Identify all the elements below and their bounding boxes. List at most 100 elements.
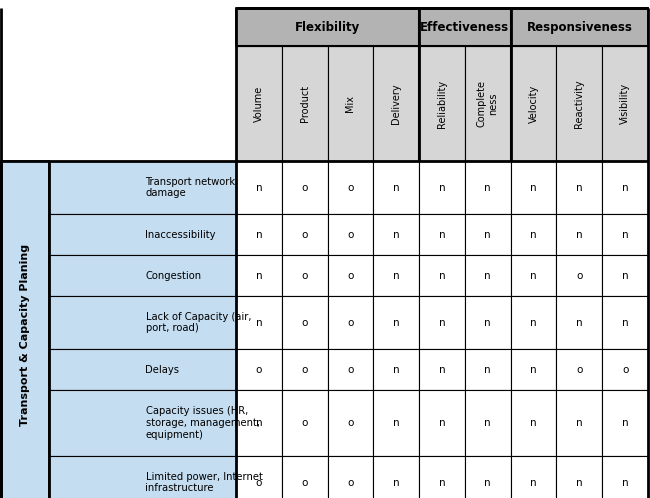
Text: o: o	[302, 230, 308, 240]
Bar	[236, 349, 282, 390]
Text: n: n	[576, 478, 582, 488]
Bar	[556, 456, 602, 498]
Bar	[282, 390, 328, 456]
Bar	[328, 296, 373, 349]
Text: Product: Product	[300, 85, 309, 122]
Bar	[373, 214, 419, 255]
Text: n: n	[393, 230, 400, 240]
Text: Delays: Delays	[146, 365, 179, 374]
Bar	[49, 161, 236, 214]
Text: n: n	[255, 270, 262, 280]
Text: o: o	[347, 270, 354, 280]
Text: n: n	[576, 230, 582, 240]
Bar	[1, 8, 236, 46]
Bar	[465, 255, 511, 296]
Bar	[419, 46, 465, 161]
Bar	[511, 390, 556, 456]
Text: Delivery: Delivery	[391, 83, 401, 124]
Bar	[1, 46, 236, 161]
Bar	[419, 456, 465, 498]
Text: n: n	[484, 318, 491, 328]
Text: n: n	[484, 182, 491, 193]
Text: n: n	[576, 318, 582, 328]
Bar	[49, 390, 236, 456]
Bar	[328, 390, 373, 456]
Text: o: o	[255, 478, 262, 488]
Bar	[1, 161, 49, 498]
Text: Lack of Capacity (air,
port, road): Lack of Capacity (air, port, road)	[146, 312, 251, 333]
Text: o: o	[302, 318, 308, 328]
Text: n: n	[622, 230, 629, 240]
Text: n: n	[439, 270, 445, 280]
Text: o: o	[347, 230, 354, 240]
Bar	[328, 255, 373, 296]
Bar	[282, 255, 328, 296]
Text: o: o	[255, 365, 262, 374]
Bar	[236, 296, 282, 349]
Text: n: n	[255, 318, 262, 328]
Text: n: n	[393, 418, 400, 428]
Text: o: o	[347, 182, 354, 193]
Text: Reactivity: Reactivity	[575, 79, 584, 128]
Text: n: n	[484, 365, 491, 374]
Bar	[419, 349, 465, 390]
Bar	[373, 161, 419, 214]
Bar	[511, 8, 648, 46]
Bar	[556, 349, 602, 390]
Text: o: o	[347, 418, 354, 428]
Text: Inaccessibility: Inaccessibility	[146, 230, 216, 240]
Bar	[373, 296, 419, 349]
Bar	[328, 214, 373, 255]
Bar	[465, 390, 511, 456]
Bar	[511, 214, 556, 255]
Text: Limited power, Internet
infrastructure: Limited power, Internet infrastructure	[146, 472, 263, 494]
Bar	[373, 255, 419, 296]
Bar	[602, 255, 648, 296]
Text: n: n	[484, 230, 491, 240]
Bar	[556, 296, 602, 349]
Text: n: n	[255, 230, 262, 240]
Bar	[282, 161, 328, 214]
Text: n: n	[576, 418, 582, 428]
Bar	[511, 161, 556, 214]
Text: n: n	[255, 182, 262, 193]
Bar	[282, 46, 328, 161]
Bar	[465, 296, 511, 349]
Bar	[419, 161, 465, 214]
Text: Velocity: Velocity	[528, 84, 539, 123]
Bar	[511, 296, 556, 349]
Text: n: n	[530, 182, 537, 193]
Bar	[556, 255, 602, 296]
Text: n: n	[439, 418, 445, 428]
Text: n: n	[439, 318, 445, 328]
Text: o: o	[302, 478, 308, 488]
Text: n: n	[530, 318, 537, 328]
Bar	[556, 390, 602, 456]
Text: o: o	[302, 365, 308, 374]
Text: o: o	[622, 365, 629, 374]
Text: n: n	[530, 230, 537, 240]
Bar	[511, 456, 556, 498]
Text: n: n	[622, 318, 629, 328]
Bar	[602, 161, 648, 214]
Bar	[282, 456, 328, 498]
Bar	[373, 456, 419, 498]
Text: n: n	[622, 478, 629, 488]
Bar	[236, 161, 282, 214]
Bar	[236, 214, 282, 255]
Bar	[465, 46, 511, 161]
Text: n: n	[255, 418, 262, 428]
Text: Flexibility: Flexibility	[295, 20, 360, 33]
Bar	[282, 296, 328, 349]
Bar	[328, 46, 373, 161]
Bar	[602, 46, 648, 161]
Text: o: o	[576, 270, 582, 280]
Text: n: n	[439, 230, 445, 240]
Bar	[419, 8, 511, 46]
Text: Capacity issues (HR,
storage, management,
equipment): Capacity issues (HR, storage, management…	[146, 406, 259, 440]
Bar	[556, 214, 602, 255]
Bar	[236, 456, 282, 498]
Text: Volume: Volume	[254, 85, 264, 122]
Text: o: o	[576, 365, 582, 374]
Text: n: n	[393, 365, 400, 374]
